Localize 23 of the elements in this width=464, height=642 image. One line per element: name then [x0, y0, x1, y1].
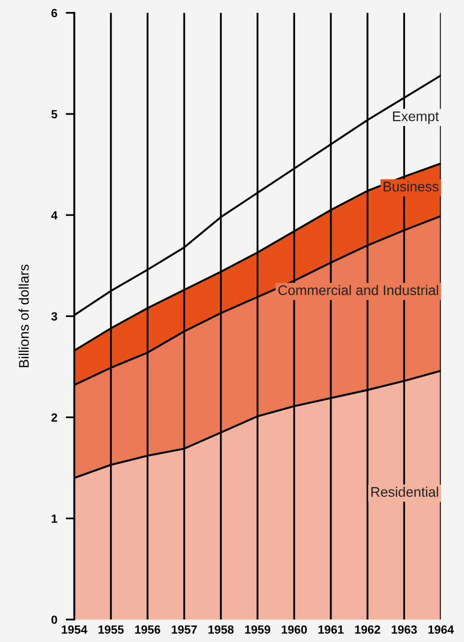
- y-tick-label: 3: [51, 312, 58, 321]
- x-tick-label: 1964: [428, 625, 454, 634]
- series-label: Business: [384, 181, 438, 192]
- x-tick-label: 1956: [135, 625, 160, 634]
- y-tick-label: 1: [52, 514, 58, 523]
- y-tick-label: 6: [51, 8, 58, 18]
- x-tick-label: 1963: [392, 625, 417, 634]
- x-tick-label: 1961: [318, 625, 344, 634]
- y-tick-label: 5: [51, 110, 58, 118]
- x-tick-label: 1958: [208, 625, 234, 634]
- series-label: Commercial and Industrial: [278, 284, 438, 296]
- series-label: Residential: [371, 486, 438, 497]
- x-tick-label: 1957: [172, 625, 197, 634]
- series-label: Exempt: [393, 112, 439, 124]
- x-tick-label: 1954: [62, 625, 88, 634]
- x-tick-label: 1959: [245, 625, 270, 634]
- y-axis-title: Billions of dollars: [18, 264, 29, 368]
- x-tick-label: 1960: [282, 625, 307, 634]
- y-tick-label: 0: [51, 616, 58, 624]
- y-tick-label: 2: [51, 413, 58, 422]
- x-tick-label: 1962: [355, 625, 380, 634]
- y-tick-label: 4: [51, 211, 58, 220]
- x-tick-label: 1955: [98, 625, 124, 634]
